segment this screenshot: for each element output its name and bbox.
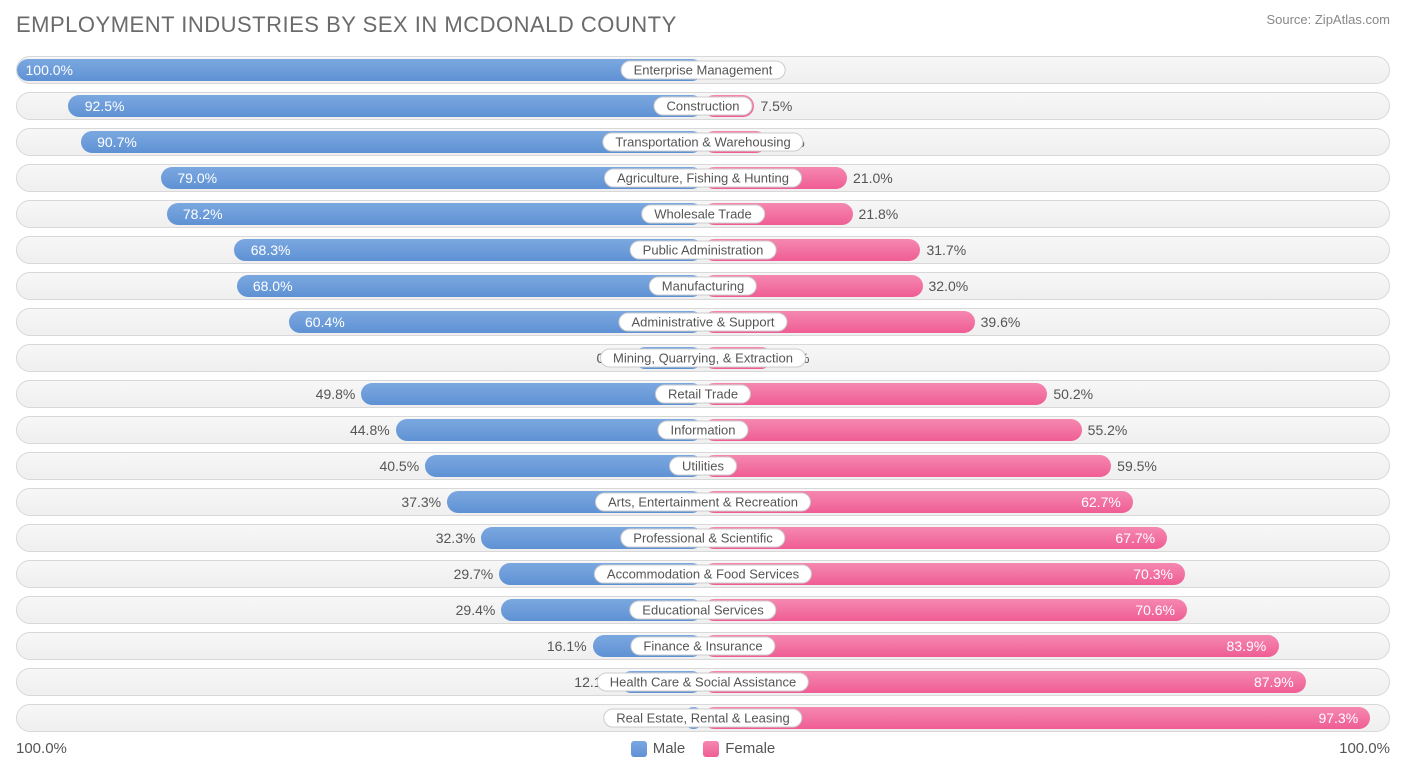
- category-label: Finance & Insurance: [630, 637, 775, 656]
- chart-row: 68.3% 31.7% Public Administration: [16, 236, 1390, 264]
- legend: Male Female: [631, 740, 776, 757]
- male-bar: [17, 59, 703, 81]
- female-pct: 32.0%: [929, 278, 969, 294]
- male-swatch: [631, 741, 647, 757]
- axis-left-label: 100.0%: [16, 740, 67, 757]
- male-pct: 29.4%: [456, 602, 496, 618]
- legend-female-label: Female: [725, 740, 775, 757]
- male-pct: 40.5%: [379, 458, 419, 474]
- female-pct: 50.2%: [1053, 386, 1093, 402]
- male-bar: [167, 203, 703, 225]
- category-label: Mining, Quarrying, & Extraction: [600, 349, 806, 368]
- category-label: Professional & Scientific: [620, 529, 785, 548]
- chart-row: 90.7%9.3%Transportation & Warehousing: [16, 128, 1390, 156]
- chart-footer: 100.0% Male Female 100.0%: [16, 740, 1390, 757]
- category-label: Utilities: [669, 457, 737, 476]
- female-pct: 21.0%: [853, 170, 893, 186]
- male-pct: 100.0%: [26, 62, 73, 78]
- male-bar: [361, 383, 703, 405]
- header: EMPLOYMENT INDUSTRIES BY SEX IN MCDONALD…: [16, 12, 1390, 38]
- male-pct: 16.1%: [547, 638, 587, 654]
- legend-female: Female: [703, 740, 775, 757]
- male-bar: [425, 455, 703, 477]
- chart-row: 32.3% 67.7% Professional & Scientific: [16, 524, 1390, 552]
- female-pct: 87.9%: [1254, 674, 1294, 690]
- chart-row: 29.4% 70.6% Educational Services: [16, 596, 1390, 624]
- male-bar: [237, 275, 703, 297]
- female-pct: 97.3%: [1318, 710, 1358, 726]
- female-pct: 59.5%: [1117, 458, 1157, 474]
- category-label: Accommodation & Food Services: [594, 565, 812, 584]
- male-pct: 44.8%: [350, 422, 390, 438]
- source-attribution: Source: ZipAtlas.com: [1266, 12, 1390, 27]
- female-pct: 67.7%: [1115, 530, 1155, 546]
- male-pct: 78.2%: [183, 206, 223, 222]
- male-pct: 29.7%: [454, 566, 494, 582]
- male-pct: 49.8%: [316, 386, 356, 402]
- female-bar: [703, 707, 1370, 729]
- category-label: Administrative & Support: [618, 313, 787, 332]
- chart-row: 2.7%97.3%Real Estate, Rental & Leasing: [16, 704, 1390, 732]
- category-label: Educational Services: [629, 601, 776, 620]
- chart-row: 29.7% 70.3% Accommodation & Food Services: [16, 560, 1390, 588]
- chart-row: 68.0% 32.0% Manufacturing: [16, 272, 1390, 300]
- category-label: Construction: [654, 97, 753, 116]
- male-pct: 79.0%: [177, 170, 217, 186]
- female-bar: [703, 455, 1111, 477]
- chart-title: EMPLOYMENT INDUSTRIES BY SEX IN MCDONALD…: [16, 12, 677, 38]
- chart-row: 37.3% 62.7% Arts, Entertainment & Recreati…: [16, 488, 1390, 516]
- category-label: Transportation & Warehousing: [602, 133, 803, 152]
- female-pct: 83.9%: [1227, 638, 1267, 654]
- male-pct: 60.4%: [305, 314, 345, 330]
- legend-male: Male: [631, 740, 686, 757]
- category-label: Health Care & Social Assistance: [597, 673, 809, 692]
- chart-row: 60.4% 39.6% Administrative & Support: [16, 308, 1390, 336]
- category-label: Information: [657, 421, 748, 440]
- male-bar: [68, 95, 703, 117]
- female-swatch: [703, 741, 719, 757]
- female-pct: 62.7%: [1081, 494, 1121, 510]
- female-pct: 70.6%: [1135, 602, 1175, 618]
- male-pct: 90.7%: [97, 134, 137, 150]
- axis-right-label: 100.0%: [1339, 740, 1390, 757]
- chart-row: 100.0%0.0%Enterprise Management: [16, 56, 1390, 84]
- male-pct: 92.5%: [85, 98, 125, 114]
- category-label: Real Estate, Rental & Leasing: [603, 709, 802, 728]
- chart-row: 78.2% 21.8% Wholesale Trade: [16, 200, 1390, 228]
- chart-row: 12.1%87.9%Health Care & Social Assistanc…: [16, 668, 1390, 696]
- chart-row: 92.5% 7.5% Construction: [16, 92, 1390, 120]
- diverging-bar-chart: 100.0%0.0%Enterprise Management 92.5% 7.5%…: [16, 56, 1390, 732]
- female-pct: 55.2%: [1088, 422, 1128, 438]
- category-label: Wholesale Trade: [641, 205, 765, 224]
- female-pct: 70.3%: [1133, 566, 1173, 582]
- male-pct: 68.0%: [253, 278, 293, 294]
- female-pct: 39.6%: [981, 314, 1021, 330]
- female-bar: [703, 635, 1279, 657]
- chart-row: 44.8% 55.2% Information: [16, 416, 1390, 444]
- chart-row: 40.5% 59.5% Utilities: [16, 452, 1390, 480]
- chart-row: 16.1% 83.9% Finance & Insurance: [16, 632, 1390, 660]
- category-label: Retail Trade: [655, 385, 751, 404]
- male-pct: 32.3%: [436, 530, 476, 546]
- category-label: Enterprise Management: [621, 61, 786, 80]
- category-label: Arts, Entertainment & Recreation: [595, 493, 811, 512]
- chart-row: 0.0%0.0%Mining, Quarrying, & Extraction: [16, 344, 1390, 372]
- chart-row: 49.8% 50.2% Retail Trade: [16, 380, 1390, 408]
- category-label: Agriculture, Fishing & Hunting: [604, 169, 802, 188]
- chart-row: 79.0% 21.0% Agriculture, Fishing & Hunting: [16, 164, 1390, 192]
- category-label: Public Administration: [630, 241, 777, 260]
- female-bar: [703, 419, 1082, 441]
- female-pct: 21.8%: [859, 206, 899, 222]
- female-pct: 7.5%: [760, 98, 792, 114]
- category-label: Manufacturing: [649, 277, 757, 296]
- female-pct: 31.7%: [926, 242, 966, 258]
- male-pct: 37.3%: [401, 494, 441, 510]
- legend-male-label: Male: [653, 740, 686, 757]
- female-bar: [703, 383, 1047, 405]
- male-pct: 68.3%: [251, 242, 291, 258]
